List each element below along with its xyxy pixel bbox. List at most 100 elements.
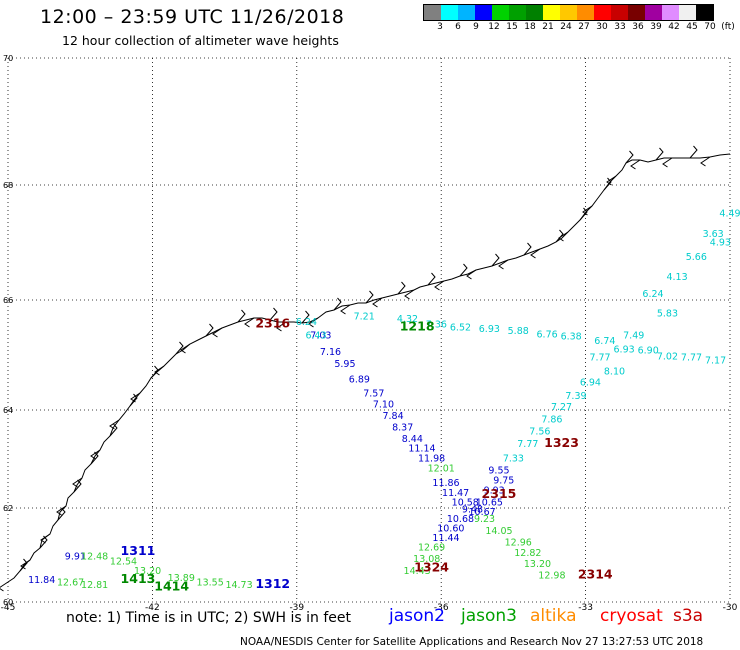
wave-height-label: 10.67 bbox=[469, 507, 496, 518]
wave-height-label: 10.68 bbox=[447, 514, 474, 525]
satellite-name-jason3: jason3 bbox=[461, 606, 517, 626]
wave-height-label: 6.24 bbox=[642, 289, 663, 300]
fjord-detail bbox=[175, 341, 184, 355]
wave-height-label: 12.54 bbox=[110, 556, 137, 567]
fjord-detail bbox=[20, 559, 31, 570]
fjord-detail bbox=[625, 150, 634, 164]
wave-height-label: 13.89 bbox=[168, 573, 195, 584]
fjord-detail bbox=[340, 304, 351, 315]
wave-height-label: 7.57 bbox=[363, 388, 384, 399]
x-tick-label: -42 bbox=[145, 603, 160, 613]
legend-label: 27 bbox=[578, 22, 590, 32]
wave-height-label: 13.20 bbox=[524, 559, 551, 570]
fjord-detail bbox=[365, 290, 374, 304]
wave-height-label: 6.93 bbox=[479, 324, 500, 335]
legend-label: 6 bbox=[455, 22, 461, 32]
legend-label: 70 bbox=[704, 22, 716, 32]
wave-height-label: 7.27 bbox=[551, 402, 572, 413]
wave-height-label: 7.39 bbox=[565, 391, 586, 402]
wave-height-label: 9.93 bbox=[484, 485, 505, 496]
fjord-detail bbox=[269, 307, 278, 321]
fjord-detail bbox=[130, 392, 141, 403]
legend-swatch bbox=[424, 5, 441, 20]
wave-height-label: 12.81 bbox=[81, 580, 108, 591]
greenland-coastline bbox=[0, 145, 731, 592]
wave-height-label: 10.65 bbox=[476, 498, 503, 509]
wave-height-label: 10.60 bbox=[437, 524, 464, 535]
legend-swatch bbox=[594, 5, 611, 20]
satellite-name-s3a: s3a bbox=[673, 606, 704, 626]
fjord-detail bbox=[72, 477, 83, 488]
legend-label: 45 bbox=[686, 22, 698, 32]
satellite-name-cryosat: cryosat bbox=[600, 606, 663, 626]
legend-label: 3 bbox=[437, 22, 443, 32]
wave-height-label: 7.17 bbox=[705, 355, 726, 366]
wave-height-label: 11.47 bbox=[442, 488, 469, 499]
color-legend-labels: 3 6 9 12 15 18 21 24 27 30 33 36 39 42 45 70 (ft) bbox=[423, 22, 740, 36]
y-tick-label: 68 bbox=[3, 181, 13, 190]
legend-swatch bbox=[458, 5, 475, 20]
fjord-detail bbox=[498, 259, 509, 270]
wave-height-label: 4.93 bbox=[710, 237, 731, 248]
wave-height-label: 4.32 bbox=[397, 314, 418, 325]
fjord-detail bbox=[0, 581, 9, 592]
wave-height-label: 6.90 bbox=[638, 345, 659, 356]
wave-height-label: 7.56 bbox=[529, 427, 550, 438]
legend-label: 12 bbox=[488, 22, 500, 32]
fjord-detail bbox=[662, 157, 673, 168]
wave-height-label: 8.37 bbox=[392, 423, 413, 434]
wave-height-label: 12.69 bbox=[418, 542, 445, 553]
wave-height-label: 7.16 bbox=[320, 347, 341, 358]
y-tick-label: 64 bbox=[3, 406, 13, 415]
wave-height-label: 6.43 bbox=[305, 331, 326, 342]
fjord-detail bbox=[655, 147, 664, 161]
legend-label: 15 bbox=[506, 22, 518, 32]
x-tick-label: -45 bbox=[1, 603, 16, 613]
legend-swatch bbox=[645, 5, 662, 20]
wave-height-label: 14.73 bbox=[225, 580, 252, 591]
fjord-detail bbox=[700, 156, 711, 167]
wave-height-label: 4.49 bbox=[719, 209, 740, 220]
fjord-detail bbox=[73, 479, 82, 493]
wave-height-label: 13.20 bbox=[134, 566, 161, 577]
fjord-detail bbox=[180, 343, 191, 354]
wave-height-label: 7.77 bbox=[681, 353, 702, 364]
wave-height-label: 6.52 bbox=[450, 322, 471, 333]
fjord-detail bbox=[301, 310, 310, 324]
fjord-detail bbox=[109, 423, 118, 437]
fjord-detail bbox=[244, 317, 255, 328]
wave-height-label: 12.01 bbox=[428, 463, 455, 474]
wave-height-label: 13.08 bbox=[413, 554, 440, 565]
legend-swatch bbox=[509, 5, 526, 20]
wave-height-label: 5.88 bbox=[508, 326, 529, 337]
wave-height-label: 7.84 bbox=[382, 411, 403, 422]
fjord-detail bbox=[558, 231, 569, 242]
y-tick-label: 66 bbox=[3, 296, 13, 305]
legend-swatch bbox=[526, 5, 543, 20]
satellite-name-altika: altika bbox=[530, 606, 577, 626]
fjord-detail bbox=[308, 317, 319, 328]
wave-height-label: 12.67 bbox=[57, 578, 84, 589]
fjord-detail bbox=[606, 175, 617, 186]
wave-height-label: 5.83 bbox=[657, 309, 678, 320]
wave-height-label: 9.48 bbox=[462, 505, 483, 516]
wave-height-label: 9.23 bbox=[474, 514, 495, 525]
fjord-detail bbox=[212, 327, 223, 338]
pass-time-label: 1311 bbox=[121, 543, 156, 558]
fjord-detail bbox=[397, 281, 406, 295]
x-tick-label: -36 bbox=[434, 603, 449, 613]
wave-height-label: 11.84 bbox=[28, 575, 55, 586]
fjord-detail bbox=[466, 269, 477, 280]
fjord-detail bbox=[333, 297, 342, 311]
wave-height-label: 7.10 bbox=[373, 399, 394, 410]
fjord-detail bbox=[579, 207, 588, 221]
pass-time-label: 2314 bbox=[578, 567, 613, 582]
wave-height-label: 7.21 bbox=[354, 311, 375, 322]
fjord-detail bbox=[372, 297, 383, 308]
wave-height-label: 7.77 bbox=[589, 353, 610, 364]
wave-height-label: 6.74 bbox=[594, 336, 615, 347]
wave-height-label: 13.55 bbox=[197, 578, 224, 589]
pass-time-label: 1323 bbox=[544, 435, 579, 450]
wave-height-label: 11.14 bbox=[408, 444, 435, 455]
